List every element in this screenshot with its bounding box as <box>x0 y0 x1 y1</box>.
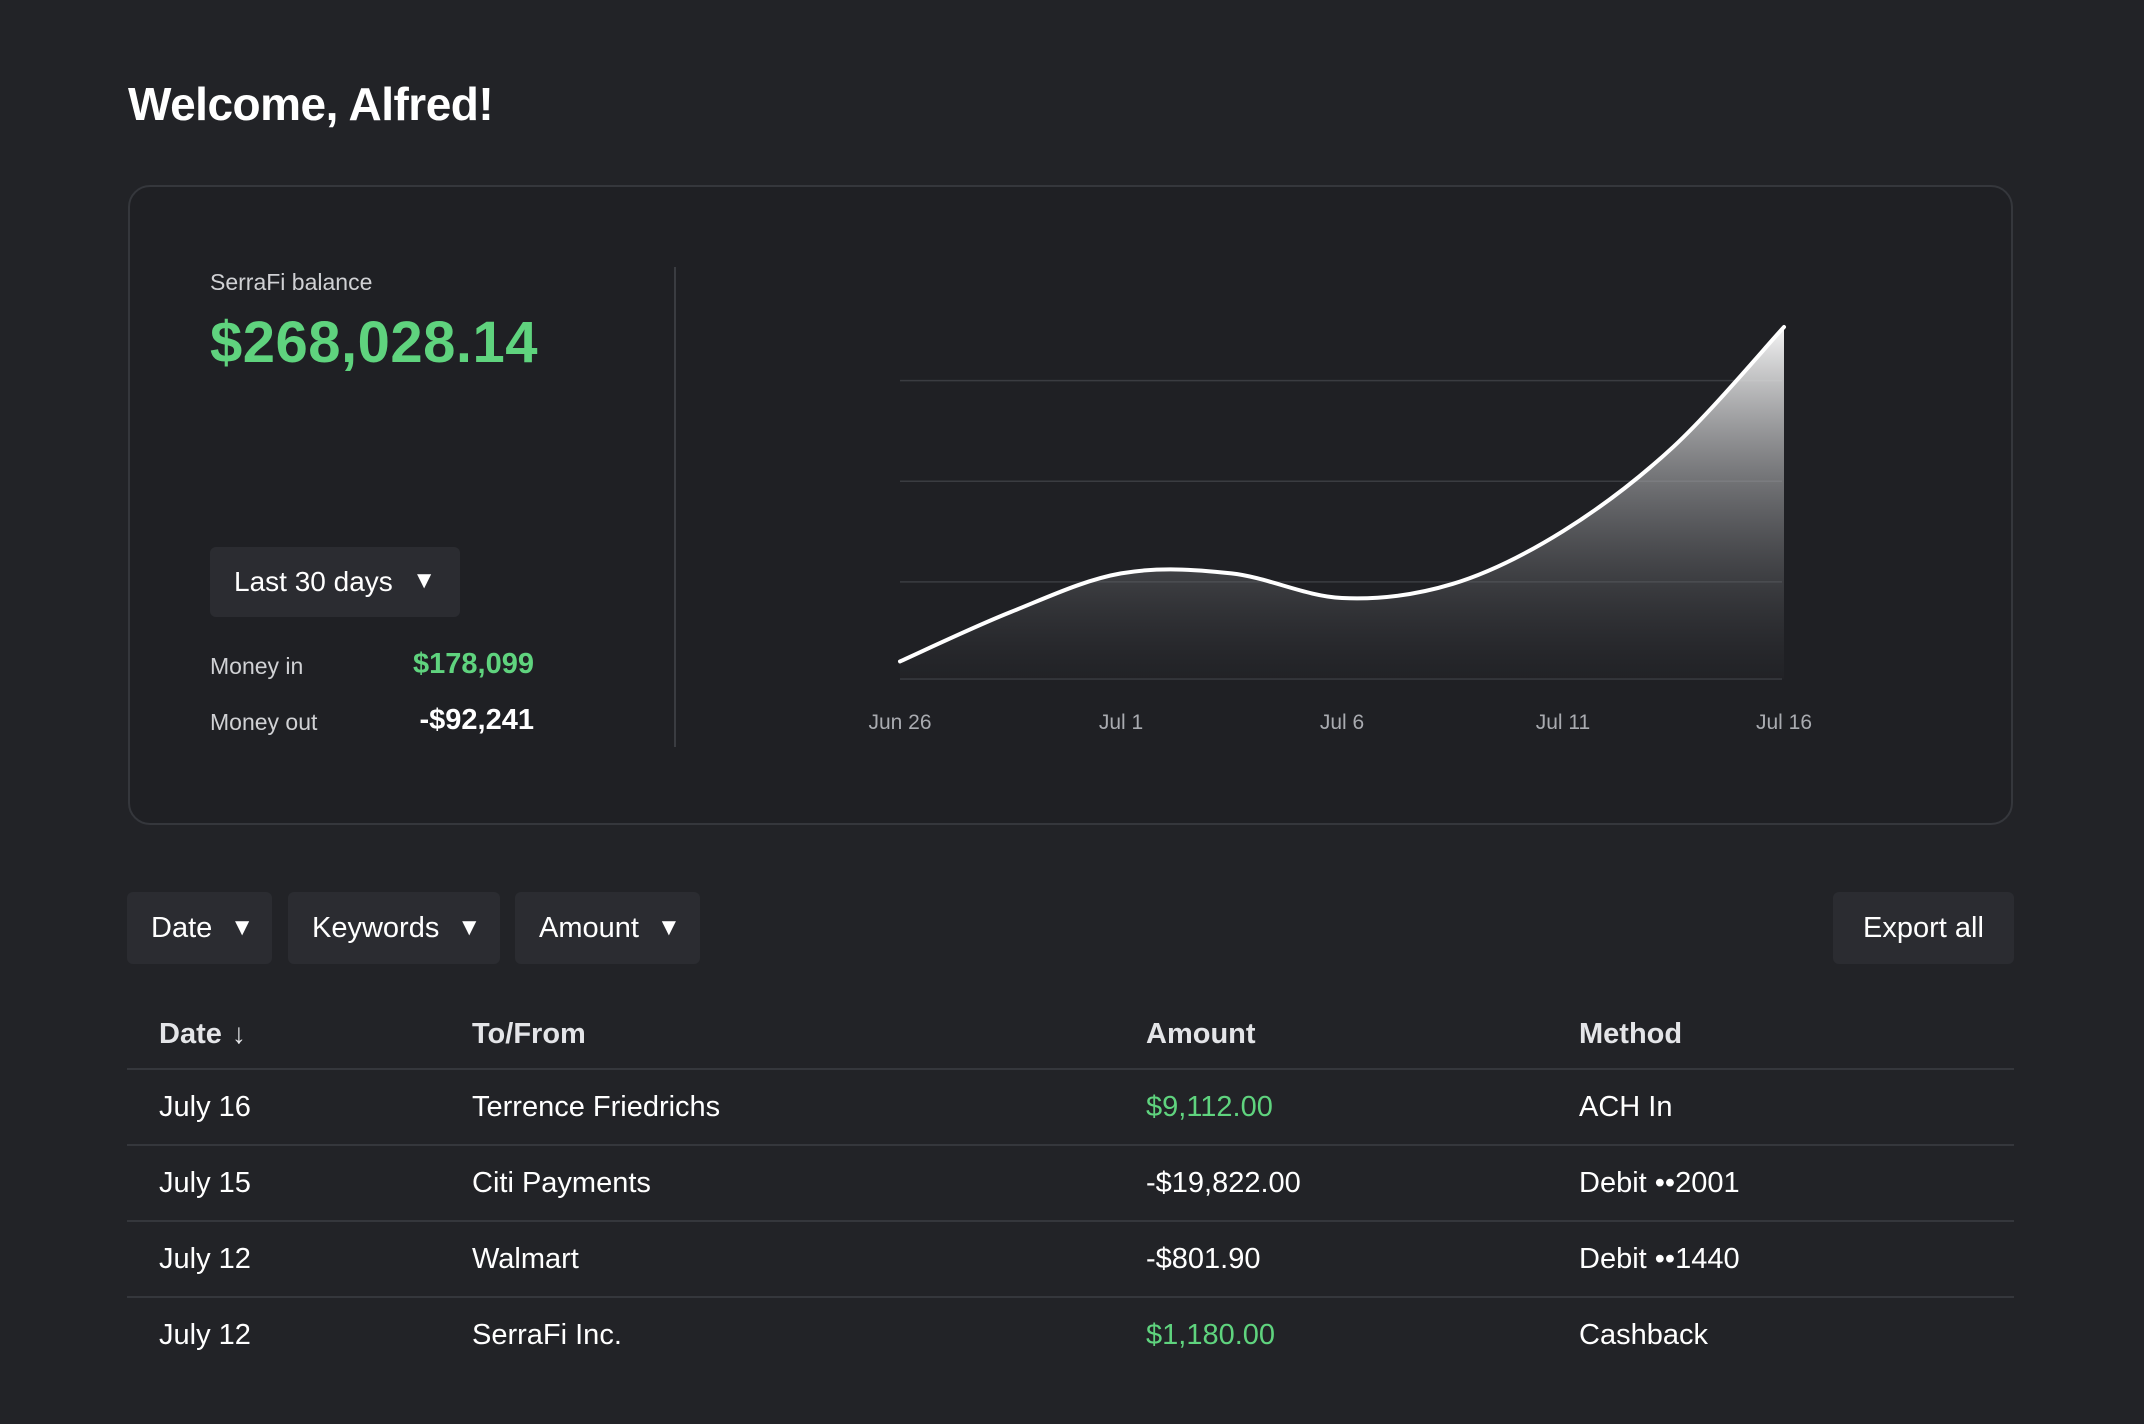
row-amount: -$19,822.00 <box>1146 1166 1301 1199</box>
column-header-amount[interactable]: Amount <box>1146 1017 1256 1050</box>
table-row[interactable]: July 16 Terrence Friedrichs $9,112.00 AC… <box>127 1070 2014 1146</box>
chevron-down-icon: ▼ <box>412 567 436 594</box>
row-date: July 16 <box>159 1090 251 1123</box>
transactions-table: Date ↓ To/From Amount Method July 16 Ter… <box>127 1000 2014 1372</box>
x-tick-label: Jul 6 <box>1320 711 1364 734</box>
money-out-label: Money out <box>210 709 318 735</box>
balance-area <box>900 327 1784 679</box>
row-method: Cashback <box>1579 1318 1708 1351</box>
chevron-down-icon: ▼ <box>457 914 482 941</box>
row-amount: $9,112.00 <box>1146 1090 1273 1123</box>
money-in-value: $178,099 <box>413 648 534 680</box>
row-method: Debit ••2001 <box>1579 1166 1740 1199</box>
card-divider <box>674 267 676 747</box>
keywords-filter-label: Keywords <box>312 911 440 944</box>
row-method: Debit ••1440 <box>1579 1242 1740 1275</box>
balance-card: SerraFi balance $268,028.14 Last 30 days… <box>128 185 2013 825</box>
x-tick-label: Jul 11 <box>1536 711 1590 734</box>
row-to-from: Terrence Friedrichs <box>472 1090 721 1123</box>
row-date: July 12 <box>159 1318 251 1351</box>
keywords-filter-button[interactable]: Keywords ▼ <box>288 892 500 964</box>
table-row[interactable]: July 15 Citi Payments -$19,822.00 Debit … <box>127 1146 2014 1222</box>
table-header-row: Date ↓ To/From Amount Method <box>127 1000 2014 1070</box>
money-in-label: Money in <box>210 653 304 679</box>
balance-label: SerraFi balance <box>210 269 373 295</box>
amount-filter-label: Amount <box>539 911 639 944</box>
row-amount: $1,180.00 <box>1146 1318 1276 1351</box>
arrow-down-icon: ↓ <box>231 1018 246 1049</box>
date-range-dropdown[interactable]: Last 30 days ▼ <box>210 547 460 617</box>
x-tick-label: Jul 16 <box>1756 711 1812 734</box>
money-out-value: -$92,241 <box>419 704 535 736</box>
chevron-down-icon: ▼ <box>656 914 681 941</box>
balance-value: $268,028.14 <box>210 310 539 375</box>
column-header-date-label: Date <box>159 1017 222 1050</box>
row-amount: -$801.90 <box>1146 1242 1261 1275</box>
column-header-date[interactable]: Date ↓ <box>159 1000 246 1068</box>
date-range-label: Last 30 days <box>234 566 393 597</box>
row-to-from: SerraFi Inc. <box>472 1318 622 1351</box>
row-date: July 15 <box>159 1166 251 1199</box>
row-date: July 12 <box>159 1242 251 1275</box>
amount-filter-button[interactable]: Amount ▼ <box>515 892 700 964</box>
date-filter-button[interactable]: Date ▼ <box>127 892 272 964</box>
balance-line <box>898 325 1786 664</box>
export-all-button[interactable]: Export all <box>1833 892 2014 964</box>
balance-chart: Jun 26 Jul 1 Jul 6 Jul 11 Jul 16 <box>868 325 1812 734</box>
chevron-down-icon: ▼ <box>230 914 255 941</box>
page-title: Welcome, Alfred! <box>128 78 494 130</box>
column-header-to-from[interactable]: To/From <box>472 1017 586 1050</box>
row-method: ACH In <box>1579 1090 1673 1123</box>
table-row[interactable]: July 12 Walmart -$801.90 Debit ••1440 <box>127 1222 2014 1298</box>
x-tick-label: Jun 26 <box>868 711 931 734</box>
row-to-from: Walmart <box>472 1242 579 1275</box>
column-header-method[interactable]: Method <box>1579 1017 1683 1050</box>
row-to-from: Citi Payments <box>472 1166 651 1199</box>
table-row[interactable]: July 12 SerraFi Inc. $1,180.00 Cashback <box>127 1298 2014 1372</box>
x-tick-label: Jul 1 <box>1099 711 1143 734</box>
date-filter-label: Date <box>151 911 213 944</box>
